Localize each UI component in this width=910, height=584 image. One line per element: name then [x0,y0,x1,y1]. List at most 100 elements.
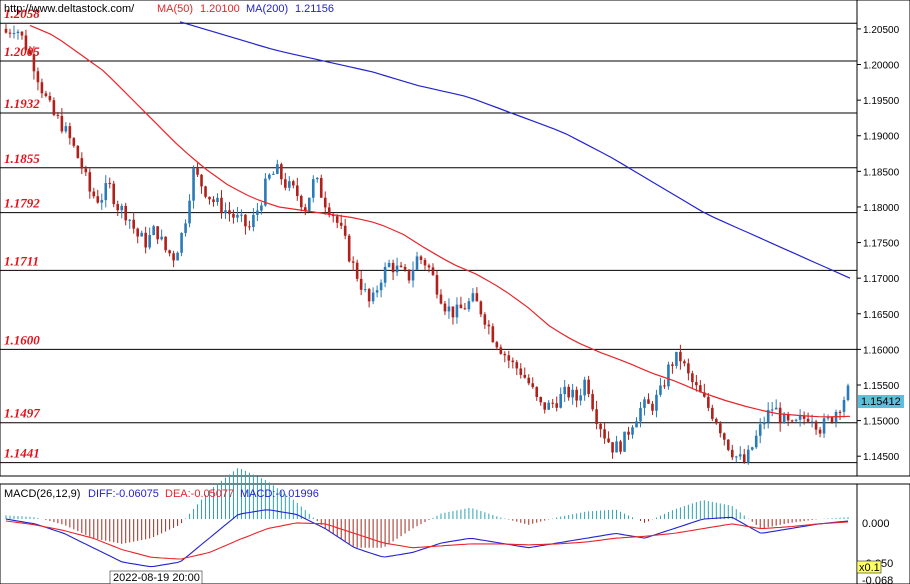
candle-body [551,402,555,404]
price-tick-label: 1.18500 [863,167,900,178]
candle-body [64,126,68,132]
candle-body [830,417,834,423]
candle-body [200,174,203,187]
macd-series [5,468,849,568]
candle-body [591,394,594,410]
candle-body [523,374,527,378]
candle-body [794,419,798,421]
candle-body [475,293,479,302]
candle-body [188,200,191,224]
candle-body [375,290,379,293]
candle-body [192,168,195,201]
candle-body [272,173,275,175]
scale-badge[interactable]: x0.1 [859,562,880,574]
candle-body [371,292,375,302]
candle-body [647,399,650,404]
candle-body [719,423,722,434]
candle-body [24,35,28,51]
candle-body [491,326,495,343]
price-panel-frame [0,0,858,477]
candle-body [28,50,32,55]
level-label: 1.1855 [4,151,40,166]
candle-body [12,33,16,35]
candle-body [515,362,519,369]
candle-body [547,402,551,410]
candle-body [236,214,239,218]
candle-body [683,361,686,364]
candle-body [431,267,435,276]
candle-body [459,304,463,309]
candle-body [184,223,187,233]
level-label: 1.2005 [4,44,40,59]
candle-body [571,389,574,398]
candle-body [699,385,702,393]
candle-body [8,32,12,34]
price-tick-label: 1.18000 [863,203,900,214]
candle-body [296,185,299,196]
candle-body [762,422,766,425]
price-tick-label: 1.16500 [863,310,900,321]
current-price-value: 1.15412 [861,396,901,408]
candle-body [627,431,630,435]
candle-body [84,168,88,173]
candle-body [4,28,8,33]
candle-body [619,441,622,452]
candle-body [563,386,566,395]
candle-body [44,93,48,96]
candle-body [507,355,511,361]
candle-body [555,403,558,408]
candle-body [439,294,443,304]
ma200-line [179,21,851,279]
macd-panel-frame [0,483,858,584]
candle-body [798,416,802,420]
candle-body [96,196,100,203]
candle-body [814,421,818,430]
candle-body [68,126,72,139]
candle-body [379,282,383,291]
level-label: 1.1792 [4,196,40,211]
candle-body [280,164,283,180]
candle-body [136,228,139,237]
candle-body [687,363,690,374]
candle-body [842,400,846,412]
candle-body [826,417,830,419]
candle-body [643,399,646,408]
price-tick-label: 1.19500 [863,96,900,107]
candles [4,24,850,465]
candle-body [359,278,363,290]
candle-body [575,389,578,401]
candle-body [715,418,718,424]
candle-body [335,216,339,223]
candle-body [778,407,782,424]
candle-body [140,232,143,237]
candle-body [104,183,108,201]
candle-body [770,409,774,411]
current-price-tag [858,395,904,408]
candle-body [176,252,179,261]
macd-dea-label: DEA:-0.05077 [165,488,234,500]
candle-body [100,200,104,203]
candle-body [276,164,279,174]
candle-body [311,179,315,198]
candle-body [503,353,507,356]
candle-body [806,418,810,422]
candle-body [72,138,76,146]
scale-badge-bg[interactable] [856,560,882,574]
candle-body [363,289,367,291]
candle-body [256,210,259,215]
candle-body [419,256,423,260]
candle-body [730,449,734,458]
moving-averages [29,21,851,418]
candle-body [307,197,311,211]
candle-body [391,262,395,273]
candle-body [52,100,56,115]
candle-body [467,301,471,310]
candle-body [722,433,726,440]
candle-body [607,438,610,443]
candle-body [351,261,355,263]
candle-body [92,191,96,197]
candle-body [583,379,586,396]
candle-body [483,314,487,325]
candle-body [76,145,80,159]
level-label: 1.1441 [4,446,40,461]
